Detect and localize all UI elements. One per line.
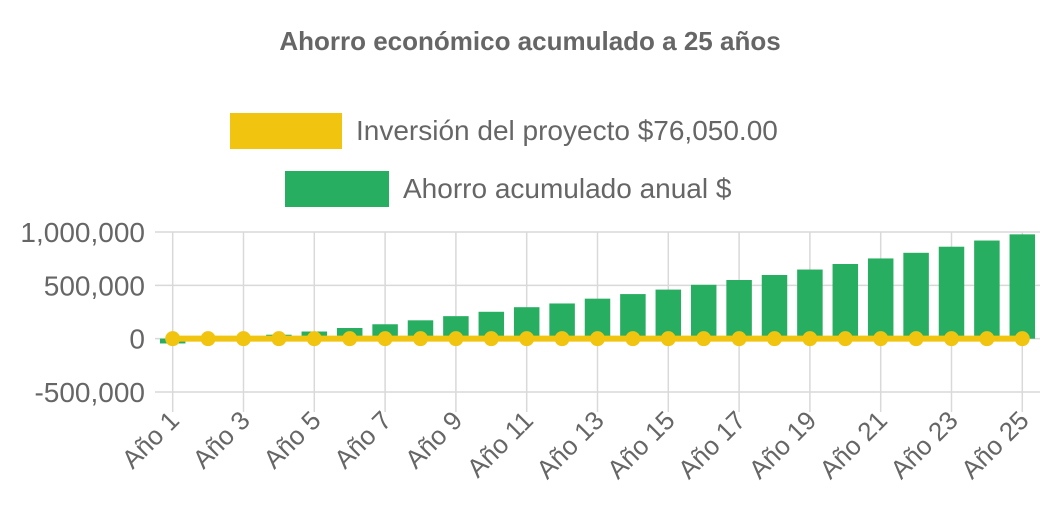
point-inversion bbox=[979, 331, 995, 347]
legend-item-ahorro[interactable]: Ahorro acumulado anual $ bbox=[285, 171, 731, 207]
bar-ahorro bbox=[1009, 234, 1036, 339]
x-tick-label: Año 15 bbox=[601, 405, 680, 484]
bar-ahorro bbox=[938, 246, 965, 339]
legend-swatch-ahorro bbox=[285, 171, 389, 207]
point-inversion bbox=[306, 331, 322, 347]
point-inversion bbox=[767, 331, 782, 347]
legend-label-ahorro: Ahorro acumulado anual $ bbox=[403, 173, 732, 204]
point-inversion bbox=[944, 331, 959, 347]
y-tick-label: 500,000 bbox=[44, 270, 145, 301]
x-tick-label: Año 9 bbox=[399, 405, 468, 474]
x-tick-label: Año 21 bbox=[813, 405, 892, 484]
x-tick-label: Año 1 bbox=[116, 405, 185, 474]
x-tick-label: Año 7 bbox=[328, 405, 397, 474]
x-tick-label: Año 5 bbox=[257, 405, 326, 474]
y-tick-label: 0 bbox=[129, 324, 145, 355]
point-inversion bbox=[837, 331, 853, 347]
legend-item-inversion[interactable]: Inversión del proyecto $76,050.00 bbox=[230, 113, 778, 149]
point-inversion bbox=[660, 331, 676, 347]
point-inversion bbox=[342, 331, 358, 347]
point-inversion bbox=[731, 331, 747, 347]
point-inversion bbox=[873, 331, 889, 347]
point-inversion bbox=[590, 331, 605, 347]
point-inversion bbox=[1014, 331, 1030, 347]
point-inversion bbox=[236, 331, 251, 347]
y-tick-label: 1,000,000 bbox=[20, 217, 145, 248]
bar-ahorro bbox=[903, 252, 929, 339]
chart-title: Ahorro económico acumulado a 25 años bbox=[279, 26, 781, 56]
x-tick-label: Año 23 bbox=[884, 405, 963, 484]
x-tick-label: Año 25 bbox=[955, 405, 1034, 484]
x-tick-label: Año 11 bbox=[461, 405, 539, 483]
bar-ahorro bbox=[655, 289, 682, 339]
x-tick-label: Año 17 bbox=[672, 405, 751, 484]
x-tick-label: Año 13 bbox=[530, 405, 609, 484]
bar-ahorro bbox=[867, 258, 894, 339]
point-inversion bbox=[200, 331, 216, 347]
y-tick-label: -500,000 bbox=[34, 377, 145, 408]
point-inversion bbox=[448, 331, 464, 347]
bar-ahorro bbox=[797, 269, 823, 339]
legend-swatch-inversion bbox=[230, 113, 342, 149]
bar-ahorro bbox=[690, 284, 717, 339]
point-inversion bbox=[271, 331, 287, 347]
point-inversion bbox=[625, 331, 641, 347]
x-tick-label: Año 3 bbox=[186, 405, 255, 474]
point-inversion bbox=[483, 331, 499, 347]
bar-ahorro bbox=[407, 320, 434, 339]
point-inversion bbox=[519, 331, 535, 347]
point-inversion bbox=[696, 331, 712, 347]
point-inversion bbox=[908, 331, 924, 347]
point-inversion bbox=[377, 331, 393, 347]
point-inversion bbox=[554, 331, 570, 347]
bar-ahorro bbox=[443, 316, 469, 339]
bar-ahorro bbox=[726, 280, 752, 339]
point-inversion bbox=[165, 331, 181, 347]
bar-ahorro bbox=[832, 264, 859, 339]
legend-label-inversion: Inversión del proyecto $76,050.00 bbox=[356, 115, 778, 146]
point-inversion bbox=[413, 331, 428, 347]
x-tick-label: Año 19 bbox=[743, 405, 822, 484]
bar-ahorro bbox=[761, 274, 788, 339]
point-inversion bbox=[802, 331, 818, 347]
bar-ahorro bbox=[974, 240, 1000, 339]
